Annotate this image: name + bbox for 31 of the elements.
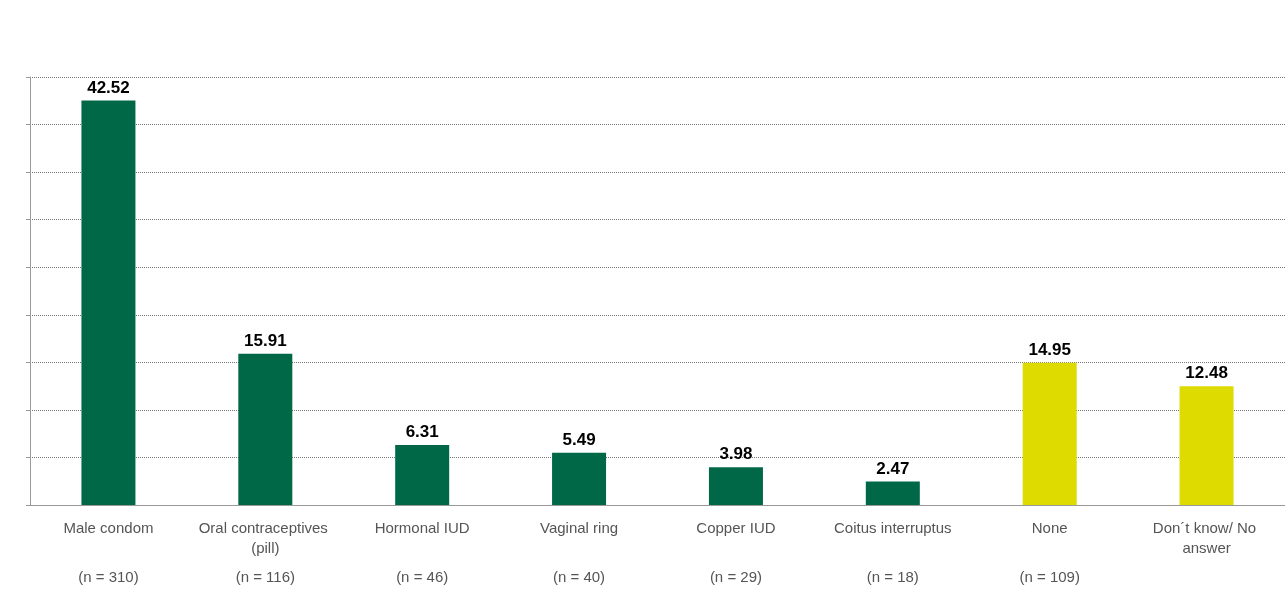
data-label: 5.49 (562, 429, 596, 449)
x-tick-label: Don´t know/ No answer (1152, 518, 1261, 556)
bar (395, 444, 450, 505)
x-tick-label: Coitus interruptus (834, 518, 952, 536)
text: (n = 109) (1019, 567, 1080, 585)
bar (238, 353, 293, 505)
data-label: 6.31 (405, 421, 439, 441)
x-tick-label: None (1031, 518, 1068, 536)
text: (n = 310) (78, 567, 139, 585)
text: (n = 29) (709, 567, 762, 585)
text: (n = 116) (235, 567, 295, 585)
bar (552, 452, 607, 505)
x-tick-label: Male condom (63, 518, 154, 536)
x-tick-label: Hormonal IUD (374, 518, 470, 536)
bar (1022, 362, 1077, 505)
text: (n = 18) (866, 567, 919, 585)
x-tick-label: Vaginal ring (540, 518, 619, 536)
bar (1179, 386, 1234, 505)
text: (n = 40) (553, 567, 606, 585)
text: (n = 46) (396, 567, 449, 585)
x-tick-label: Oral contraceptives (pill) (198, 518, 333, 556)
data-label: 15.91 (244, 330, 287, 350)
bar (81, 100, 136, 505)
x-tick-label: Copper IUD (696, 518, 776, 536)
bar (865, 481, 920, 505)
data-label: 12.48 (1185, 363, 1228, 383)
data-label: 42.52 (87, 77, 130, 97)
data-label: 2.47 (876, 458, 910, 478)
data-label: 14.95 (1028, 339, 1071, 359)
data-label: 3.98 (719, 444, 753, 464)
bar (708, 467, 763, 505)
